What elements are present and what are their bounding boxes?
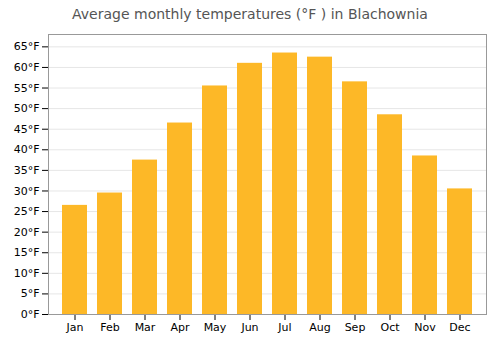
svg-text:50°F: 50°F <box>14 102 40 115</box>
svg-text:Apr: Apr <box>170 321 190 334</box>
svg-text:Aug: Aug <box>309 321 330 334</box>
svg-text:Jan: Jan <box>66 321 84 334</box>
svg-text:Nov: Nov <box>414 321 436 334</box>
svg-text:20°F: 20°F <box>14 226 40 239</box>
svg-text:30°F: 30°F <box>14 184 40 197</box>
svg-text:May: May <box>204 321 227 334</box>
svg-text:Feb: Feb <box>100 321 119 334</box>
svg-text:5°F: 5°F <box>21 287 40 300</box>
svg-text:15°F: 15°F <box>14 246 40 259</box>
svg-text:45°F: 45°F <box>14 123 40 136</box>
svg-text:35°F: 35°F <box>14 164 40 177</box>
svg-text:Jun: Jun <box>240 321 258 334</box>
svg-text:Dec: Dec <box>449 321 470 334</box>
svg-text:Sep: Sep <box>345 321 366 334</box>
svg-text:Jul: Jul <box>277 321 291 334</box>
html-text:Average monthly temperatures (: Average monthly temperatures (°F ) in Bl… <box>72 6 428 22</box>
svg-text:40°F: 40°F <box>14 143 40 156</box>
svg-text:Oct: Oct <box>380 321 400 334</box>
svg-text:25°F: 25°F <box>14 205 40 218</box>
svg-text:55°F: 55°F <box>14 82 40 95</box>
svg-text:60°F: 60°F <box>14 61 40 74</box>
svg-text:0°F: 0°F <box>21 308 40 321</box>
svg-text:10°F: 10°F <box>14 267 40 280</box>
svg-text:Mar: Mar <box>135 321 156 334</box>
svg-text:65°F: 65°F <box>14 40 40 53</box>
